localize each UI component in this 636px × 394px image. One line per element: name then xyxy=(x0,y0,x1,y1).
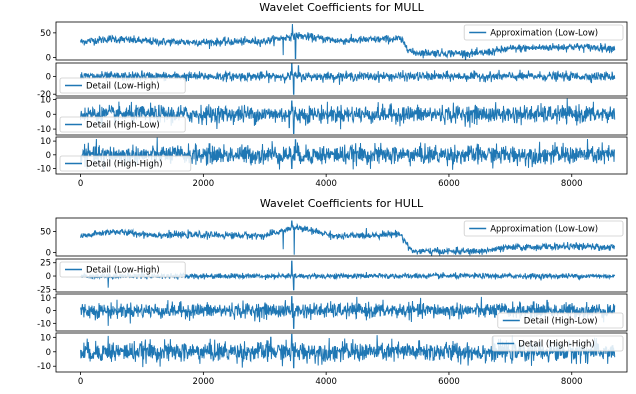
series-line xyxy=(80,98,616,134)
y-tick-label: -10 xyxy=(37,362,51,372)
y-tick-label: 0 xyxy=(46,151,51,161)
legend-label: Detail (High-High) xyxy=(86,160,163,170)
legend-box xyxy=(59,77,186,94)
subplot-2: -25 0 25 Detail (Low-High) xyxy=(37,258,628,295)
y-tick-label: 0 xyxy=(46,54,51,64)
y-tick-label: 50 xyxy=(40,228,51,238)
legend-label: Detail (High-High) xyxy=(518,340,595,350)
y-tick-label: -10 xyxy=(37,319,51,329)
legend: Approximation (Low-Low) xyxy=(463,24,624,41)
y-tick-label: -20 xyxy=(37,90,51,100)
legend-label: Detail (Low-High) xyxy=(86,266,160,276)
y-tick-label: 10 xyxy=(40,294,51,304)
legend: Detail (High-Low) xyxy=(59,116,186,133)
x-tick-label: 2000 xyxy=(193,179,215,189)
legend-box xyxy=(463,24,624,41)
x-tick-label: 0 xyxy=(78,179,83,189)
x-tick-label: 4000 xyxy=(315,377,337,387)
y-tick-label: 25 xyxy=(40,259,51,269)
legend-label: Approximation (Low-Low) xyxy=(490,225,598,235)
y-tick-label: 0 xyxy=(46,72,51,82)
legend-box xyxy=(463,220,624,237)
x-tick-label: 0 xyxy=(78,377,83,387)
subplot-4: -10 0 10 Detail (High-High) xyxy=(37,332,628,373)
legend: Approximation (Low-Low) xyxy=(463,220,624,237)
legend: Detail (High-High) xyxy=(491,335,624,352)
y-tick-label: 0 xyxy=(46,110,51,120)
legend-box xyxy=(59,261,186,278)
x-tick-label: 8000 xyxy=(561,179,583,189)
axes-frame xyxy=(55,293,628,332)
series-line xyxy=(80,63,616,95)
legend: Detail (High-High) xyxy=(59,155,192,172)
series-line xyxy=(80,260,616,291)
legend-label: Detail (High-Low) xyxy=(86,121,160,131)
subplot-4: -10 0 10 Detail (High-High) xyxy=(37,136,628,175)
y-tick-label: 0 xyxy=(46,307,51,317)
axes-frame xyxy=(55,97,628,136)
axes-frame xyxy=(55,258,628,293)
legend-box xyxy=(59,116,186,133)
legend-box xyxy=(491,335,624,352)
legend-label: Approximation (Low-Low) xyxy=(490,29,598,39)
legend: Detail (Low-High) xyxy=(59,261,186,278)
y-tick-label: -25 xyxy=(37,285,51,295)
subplot-3: -10 0 10 Detail (High-Low) xyxy=(37,293,628,332)
chart-title: Wavelet Coefficients for HULL xyxy=(260,197,424,210)
chart-title: Wavelet Coefficients for MULL xyxy=(259,1,424,14)
x-tick-label: 4000 xyxy=(315,179,337,189)
y-tick-label: -10 xyxy=(37,125,51,135)
y-tick-label: 0 xyxy=(46,272,51,282)
legend-label: Detail (Low-High) xyxy=(86,82,160,92)
subplot-2: -20 0 Detail (Low-High) xyxy=(37,62,628,100)
axes-frame xyxy=(55,217,628,257)
y-tick-label: 0 xyxy=(46,249,51,259)
subplot-1: 0 50 Approximation (Low-Low) xyxy=(40,217,628,259)
x-tick-label: 6000 xyxy=(438,179,460,189)
y-tick-label: -10 xyxy=(37,165,51,175)
y-tick-label: 10 xyxy=(40,333,51,343)
series-line xyxy=(80,296,616,329)
subplot-1: 0 50 Approximation (Low-Low) xyxy=(40,21,628,64)
legend-label: Detail (High-Low) xyxy=(524,317,598,327)
series-line xyxy=(80,333,616,369)
series-line xyxy=(80,23,616,60)
subplot-3: -10 0 10 Detail (High-Low) xyxy=(37,95,628,136)
y-tick-label: 50 xyxy=(40,29,51,39)
series-line xyxy=(80,220,616,256)
legend-box xyxy=(497,312,624,329)
y-tick-label: 10 xyxy=(40,95,51,105)
x-tick-label: 2000 xyxy=(193,377,215,387)
x-tick-label: 6000 xyxy=(438,377,460,387)
series-line xyxy=(80,137,615,170)
legend-box xyxy=(59,155,192,172)
y-tick-label: 10 xyxy=(40,137,51,147)
legend: Detail (High-Low) xyxy=(497,312,624,329)
y-tick-label: 0 xyxy=(46,348,51,358)
legend: Detail (Low-High) xyxy=(59,77,186,94)
axes-frame xyxy=(55,62,628,97)
axes-frame xyxy=(55,21,628,61)
axes-frame xyxy=(55,136,628,175)
x-tick-label: 8000 xyxy=(561,377,583,387)
axes-frame xyxy=(55,332,628,373)
